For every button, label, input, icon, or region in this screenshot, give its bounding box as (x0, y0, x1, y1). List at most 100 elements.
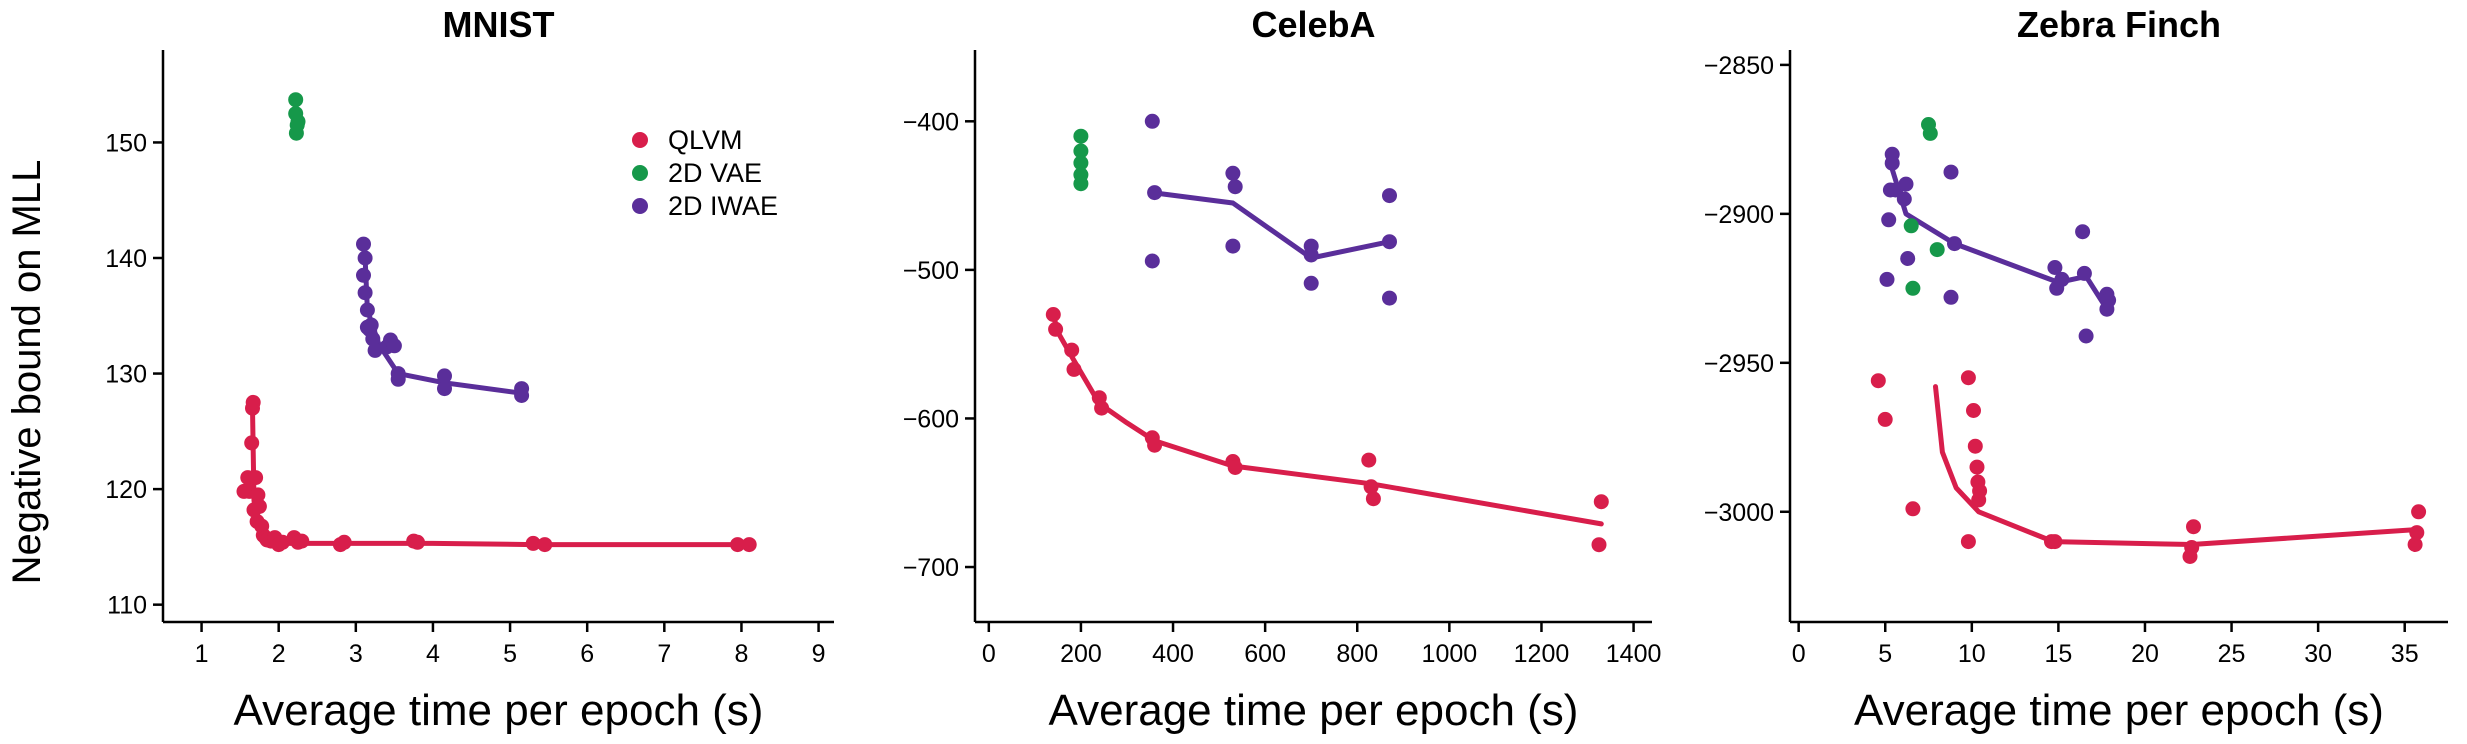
data-point-2d-iwae (356, 267, 371, 283)
x-tick-label: 1 (195, 640, 209, 668)
y-tick-label: −2850 (1704, 52, 1774, 80)
data-point-qlvm (730, 537, 746, 553)
data-point-2d-iwae (2047, 260, 2063, 275)
data-point-qlvm (1870, 373, 1886, 389)
data-point-qlvm (1147, 437, 1163, 453)
data-point-2d-iwae (390, 371, 406, 387)
x-tick-label: 7 (657, 640, 671, 668)
data-point-qlvm (275, 534, 290, 550)
data-point-2d-iwae (2054, 271, 2070, 287)
legend-marker (632, 165, 648, 181)
data-point-2d-iwae (363, 317, 379, 333)
y-tick-label: −400 (903, 108, 959, 136)
data-point-qlvm (1972, 483, 1988, 499)
data-point-qlvm (1365, 491, 1381, 507)
data-point-qlvm (336, 534, 352, 550)
y-tick-label: 120 (105, 476, 147, 504)
data-point-2d-iwae (1900, 251, 1916, 266)
data-point-qlvm (1591, 537, 1607, 553)
data-point-qlvm (248, 470, 264, 486)
data-point-2d-iwae (2099, 301, 2115, 317)
data-point-2d-iwae (1943, 289, 1959, 305)
y-tick-label: −700 (903, 554, 959, 582)
series-line-2d-iwae (362, 255, 525, 396)
data-point-2d-vae (288, 125, 304, 141)
legend-label: 2D VAE (668, 158, 762, 188)
data-point-qlvm (2409, 525, 2425, 541)
data-point-2d-vae (1073, 155, 1089, 171)
x-tick-label: 5 (1878, 640, 1892, 668)
data-point-qlvm (294, 533, 310, 549)
data-point-2d-iwae (1225, 238, 1241, 254)
data-point-qlvm (1045, 307, 1061, 322)
series-line-qlvm (1050, 312, 1604, 527)
x-tick-label: 400 (1152, 640, 1194, 668)
data-point-2d-iwae (1225, 165, 1241, 181)
panel-2: Zebra Finch 0 5 10 15 20 25 30 35 −2850 −2900 −2950… (1704, 4, 2448, 735)
x-tick-label: 25 (2218, 640, 2246, 668)
y-tick-label: −3000 (1704, 499, 1774, 527)
x-axis-label: Average time per epoch (s) (1049, 686, 1579, 735)
x-tick-label: 200 (1060, 640, 1102, 668)
data-point-qlvm (1064, 342, 1080, 358)
data-point-qlvm (1094, 400, 1110, 416)
panel-0: MNIST 1 2 3 4 5 6 7 8 9 110 120 130 140 150 Average tim… (105, 4, 834, 735)
y-tick-label: −2900 (1704, 201, 1774, 229)
data-point-qlvm (1960, 370, 1976, 386)
x-tick-label: 3 (349, 640, 363, 668)
data-point-2d-iwae (1144, 253, 1160, 269)
x-tick-label: 10 (1958, 640, 1986, 668)
data-point-2d-iwae (1382, 188, 1397, 204)
data-point-qlvm (1960, 534, 1976, 550)
data-point-2d-iwae (437, 381, 452, 397)
x-tick-label: 0 (982, 640, 996, 668)
data-point-2d-iwae (1227, 179, 1243, 195)
data-point-2d-iwae (514, 388, 530, 403)
data-point-qlvm (1227, 460, 1243, 475)
data-point-qlvm (410, 534, 425, 550)
data-point-2d-iwae (356, 236, 371, 252)
data-point-2d-iwae (367, 342, 383, 358)
x-tick-label: 1400 (1606, 640, 1662, 668)
data-point-qlvm (1048, 321, 1064, 337)
series-line-2d-iwae (1149, 190, 1392, 261)
x-tick-label: 6 (580, 640, 594, 668)
x-tick-label: 9 (812, 640, 826, 668)
panel-title: MNIST (443, 4, 555, 45)
legend-marker (632, 198, 648, 214)
data-point-2d-iwae (357, 285, 373, 301)
data-point-qlvm (245, 394, 261, 410)
y-axis-label: Negative bound on MLL (5, 160, 49, 585)
data-point-qlvm (1877, 411, 1893, 427)
data-point-qlvm (244, 435, 260, 451)
data-point-2d-iwae (365, 331, 381, 347)
data-point-2d-iwae (437, 368, 452, 384)
y-tick-label: −600 (903, 405, 959, 433)
series-line-qlvm (250, 405, 752, 548)
data-point-2d-vae (1073, 143, 1089, 159)
y-tick-label: 130 (105, 361, 147, 389)
data-point-2d-vae (288, 92, 304, 108)
x-axis-label: Average time per epoch (s) (1854, 686, 2384, 735)
data-point-qlvm (1066, 361, 1082, 377)
data-point-qlvm (1593, 494, 1609, 510)
data-point-qlvm (537, 537, 553, 553)
x-tick-label: 5 (503, 640, 517, 668)
data-point-2d-vae (1929, 242, 1945, 258)
data-point-2d-iwae (1303, 247, 1319, 263)
data-point-qlvm (1966, 403, 1981, 418)
data-point-2d-iwae (357, 250, 373, 266)
data-point-qlvm (251, 498, 267, 514)
x-tick-label: 15 (2044, 640, 2072, 668)
panel-1: CelebA 0 200 400 600 800 1000 1200 1400 −400 −500 −… (903, 4, 1662, 735)
data-point-qlvm (1905, 501, 1921, 517)
x-tick-label: 2 (272, 640, 286, 668)
panel-title: CelebA (1251, 4, 1375, 45)
data-point-2d-iwae (1147, 185, 1163, 201)
legend-marker (632, 132, 648, 148)
data-point-2d-iwae (386, 338, 402, 354)
x-tick-label: 600 (1244, 640, 1286, 668)
series-line-2d-iwae (1889, 166, 2110, 312)
